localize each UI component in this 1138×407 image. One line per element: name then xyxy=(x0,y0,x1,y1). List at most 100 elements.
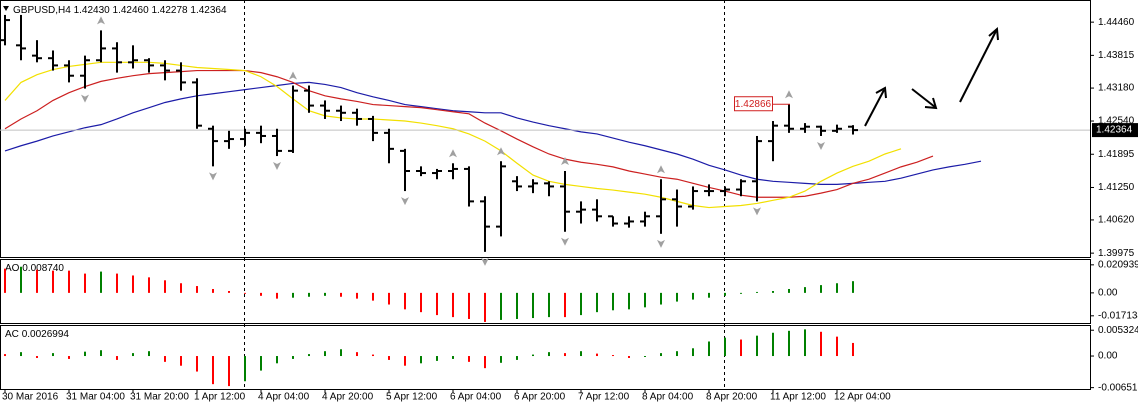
histogram-bar xyxy=(612,355,614,357)
x-tick-label: 31 Mar 20:00 xyxy=(130,392,189,403)
histogram-bar xyxy=(452,292,454,318)
histogram-bar xyxy=(340,292,342,297)
histogram-bar xyxy=(532,354,534,357)
x-tick-label: 12 Apr 04:00 xyxy=(834,392,891,403)
close: 1.42364 xyxy=(190,5,227,16)
histogram-bar xyxy=(244,292,246,294)
histogram-bar xyxy=(452,356,454,359)
ao-value: 0.008740 xyxy=(22,263,64,274)
histogram-bar xyxy=(788,288,790,293)
histogram-bar xyxy=(660,292,662,305)
histogram-bar xyxy=(468,292,470,319)
histogram-bar xyxy=(820,331,822,357)
ao-name: AO xyxy=(5,263,20,274)
histogram-bar xyxy=(756,335,758,357)
indicator-line xyxy=(4,69,934,198)
y-tick-label: 1.41895 xyxy=(1098,149,1135,160)
histogram-bar xyxy=(388,292,390,305)
histogram-bar xyxy=(836,336,838,357)
arrow-head xyxy=(924,97,938,110)
histogram-bar xyxy=(756,291,758,293)
histogram-bar xyxy=(404,356,406,366)
histogram-bar xyxy=(308,292,310,297)
current-price-box xyxy=(1092,123,1138,138)
fractal-down xyxy=(481,257,489,266)
histogram-bar xyxy=(740,292,742,294)
histogram-bar xyxy=(356,352,358,357)
y-tick-label: 1.43180 xyxy=(1098,83,1135,94)
histogram-bar xyxy=(564,353,566,357)
histogram-bar xyxy=(196,356,198,372)
price-label: 1.42866 xyxy=(735,99,772,110)
x-tick-label: 4 Apr 04:00 xyxy=(258,392,310,403)
histogram-bar xyxy=(100,350,102,357)
price-label-box xyxy=(734,96,773,112)
ao-panel xyxy=(0,259,1091,324)
ac-panel xyxy=(0,325,1091,390)
histogram-bar xyxy=(724,292,726,296)
histogram-bar xyxy=(84,351,86,357)
histogram-bar xyxy=(4,268,6,293)
histogram-bar xyxy=(260,292,262,296)
histogram-bar xyxy=(260,356,262,371)
histogram-bar xyxy=(644,356,646,357)
fractal-up xyxy=(785,90,793,99)
histogram-bar xyxy=(116,273,118,293)
fractal-down xyxy=(561,237,569,246)
x-tick-label: 30 Mar 2016 xyxy=(2,392,59,403)
fractal-up xyxy=(97,16,105,25)
histogram-bar xyxy=(212,288,214,293)
histogram-bar xyxy=(356,292,358,299)
ac-value: 0.0026994 xyxy=(22,329,70,340)
histogram-bar xyxy=(52,353,54,357)
histogram-bar xyxy=(516,356,518,360)
x-tick-label: 5 Apr 12:00 xyxy=(386,392,438,403)
histogram-bar xyxy=(276,356,278,364)
histogram-bar xyxy=(340,349,342,357)
histogram-bar xyxy=(436,356,438,361)
ac-name: AC xyxy=(5,329,19,340)
histogram-bar xyxy=(308,354,310,357)
histogram-bar xyxy=(676,292,678,302)
histogram-bar xyxy=(292,356,294,359)
histogram-bar xyxy=(228,356,230,387)
histogram-bar xyxy=(52,270,54,293)
histogram-bar xyxy=(804,287,806,293)
open: 1.42430 xyxy=(74,5,111,16)
high: 1.42460 xyxy=(113,5,150,16)
histogram-bar xyxy=(420,356,422,364)
histogram-bar xyxy=(804,329,806,357)
histogram-bar xyxy=(148,351,150,357)
histogram-bar xyxy=(484,356,486,369)
arrow-head xyxy=(875,86,887,99)
histogram-bar xyxy=(660,353,662,357)
y-tick-label: 1.43815 xyxy=(1098,50,1135,61)
menu-triangle[interactable] xyxy=(3,6,9,11)
histogram-bar xyxy=(116,356,118,360)
x-tick-label: 6 Apr 04:00 xyxy=(450,392,502,403)
histogram-bar xyxy=(180,356,182,366)
arrow xyxy=(959,30,997,103)
histogram-bar xyxy=(20,266,22,293)
histogram-bar xyxy=(628,292,630,310)
y-tick-label: 0.020939 xyxy=(1098,259,1138,270)
symbol: GBPUSD,H4 xyxy=(13,5,71,16)
histogram-bar xyxy=(500,292,502,320)
y-tick-label: -0.017134 xyxy=(1098,310,1138,321)
histogram-bar xyxy=(84,273,86,293)
histogram-bar xyxy=(788,330,790,357)
histogram-bar xyxy=(852,281,854,293)
histogram-bar xyxy=(20,352,22,357)
ao-header: AO 0.008740 xyxy=(5,263,64,274)
y-tick-label: 1.39975 xyxy=(1098,248,1135,259)
y-tick-label: 1.40620 xyxy=(1098,215,1135,226)
histogram-bar xyxy=(324,292,326,296)
histogram-bar xyxy=(532,292,534,319)
histogram-bar xyxy=(596,353,598,357)
histogram-bar xyxy=(372,354,374,357)
fractal-down xyxy=(81,94,89,103)
histogram-bar xyxy=(244,356,246,382)
histogram-bar xyxy=(436,292,438,316)
histogram-bar xyxy=(612,292,614,311)
